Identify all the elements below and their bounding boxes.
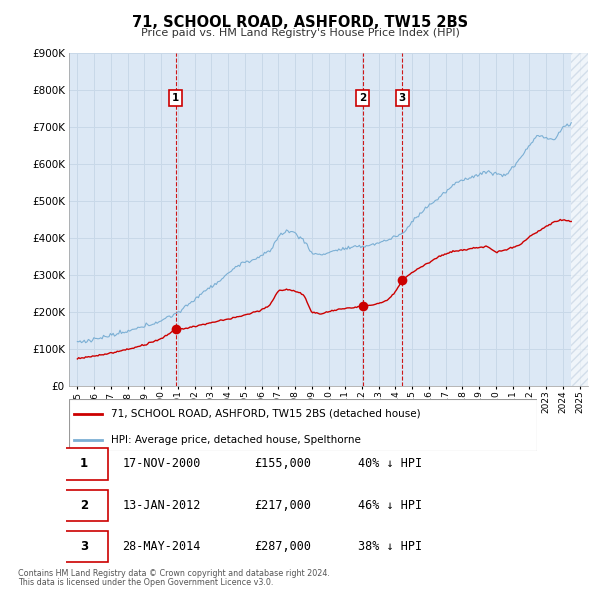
Text: 3: 3 xyxy=(399,93,406,103)
Text: This data is licensed under the Open Government Licence v3.0.: This data is licensed under the Open Gov… xyxy=(18,578,274,587)
Text: HPI: Average price, detached house, Spelthorne: HPI: Average price, detached house, Spel… xyxy=(111,435,361,445)
Text: 13-JAN-2012: 13-JAN-2012 xyxy=(122,499,201,512)
Polygon shape xyxy=(571,53,588,386)
Text: £287,000: £287,000 xyxy=(254,540,311,553)
Text: 2: 2 xyxy=(359,93,366,103)
Text: Price paid vs. HM Land Registry's House Price Index (HPI): Price paid vs. HM Land Registry's House … xyxy=(140,28,460,38)
Text: Contains HM Land Registry data © Crown copyright and database right 2024.: Contains HM Land Registry data © Crown c… xyxy=(18,569,330,578)
Text: £217,000: £217,000 xyxy=(254,499,311,512)
Text: 2: 2 xyxy=(80,499,88,512)
FancyBboxPatch shape xyxy=(59,448,109,480)
FancyBboxPatch shape xyxy=(59,531,109,562)
FancyBboxPatch shape xyxy=(59,490,109,521)
Text: 38% ↓ HPI: 38% ↓ HPI xyxy=(358,540,422,553)
FancyBboxPatch shape xyxy=(69,399,537,451)
Text: 3: 3 xyxy=(80,540,88,553)
Text: 17-NOV-2000: 17-NOV-2000 xyxy=(122,457,201,470)
Text: 71, SCHOOL ROAD, ASHFORD, TW15 2BS: 71, SCHOOL ROAD, ASHFORD, TW15 2BS xyxy=(132,15,468,30)
Text: 1: 1 xyxy=(80,457,88,470)
Text: 71, SCHOOL ROAD, ASHFORD, TW15 2BS (detached house): 71, SCHOOL ROAD, ASHFORD, TW15 2BS (deta… xyxy=(111,409,421,419)
Text: £155,000: £155,000 xyxy=(254,457,311,470)
Text: 40% ↓ HPI: 40% ↓ HPI xyxy=(358,457,422,470)
Text: 1: 1 xyxy=(172,93,179,103)
Text: 46% ↓ HPI: 46% ↓ HPI xyxy=(358,499,422,512)
Text: 28-MAY-2014: 28-MAY-2014 xyxy=(122,540,201,553)
